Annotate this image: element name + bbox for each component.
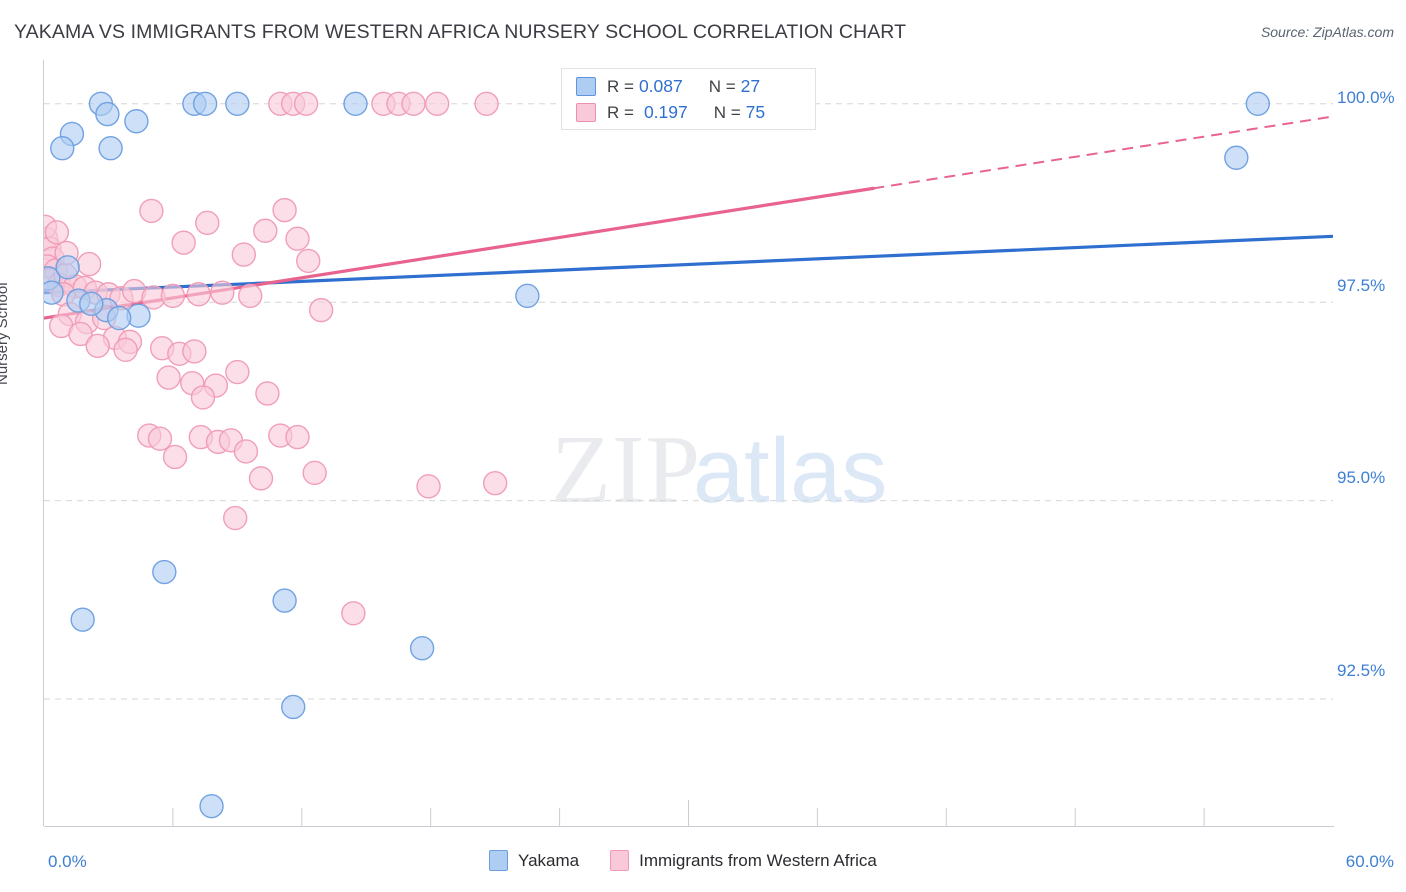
data-point[interactable] (416, 474, 441, 499)
data-point[interactable] (162, 444, 188, 470)
data-point[interactable] (225, 359, 250, 385)
data-point[interactable] (255, 381, 280, 406)
data-point[interactable] (302, 460, 327, 486)
data-point[interactable] (272, 588, 297, 613)
data-point[interactable] (199, 793, 224, 819)
data-point[interactable] (253, 218, 278, 243)
legend-label-immigrants: Immigrants from Western Africa (639, 850, 877, 870)
x-axis-min-label: 0.0% (48, 852, 87, 871)
data-point[interactable] (231, 242, 256, 267)
data-point[interactable] (285, 424, 310, 450)
data-point[interactable] (401, 91, 426, 116)
data-point[interactable] (285, 226, 310, 251)
y-axis-line (43, 60, 44, 826)
stats-n-label-immigrants: N = (713, 102, 741, 122)
page-title: YAKAMA VS IMMIGRANTS FROM WESTERN AFRICA… (14, 21, 907, 43)
data-point[interactable] (482, 470, 508, 496)
points-immigrants (44, 91, 813, 626)
scatter-svg (44, 91, 1333, 826)
correlation-stats-legend: R = 0.087 N = 27 R = 0.197 N = 75 (561, 68, 816, 130)
stats-r-label-immigrants: R = (607, 102, 634, 122)
data-point[interactable] (296, 248, 321, 274)
data-point[interactable] (79, 291, 104, 316)
data-point[interactable] (44, 280, 64, 305)
data-point[interactable] (85, 333, 110, 359)
stats-n-value-immigrants: 75 (745, 102, 766, 122)
data-point[interactable] (95, 101, 120, 127)
data-point[interactable] (55, 255, 80, 280)
stats-n-value-yakama: 27 (740, 76, 761, 96)
data-point[interactable] (233, 439, 259, 464)
data-point[interactable] (152, 559, 177, 585)
stats-n-label-yakama: N = (708, 76, 736, 96)
y-tick-label-95: 95.0% (1337, 468, 1386, 487)
data-point[interactable] (293, 91, 319, 116)
data-point[interactable] (409, 636, 435, 661)
data-point[interactable] (281, 694, 306, 720)
data-point[interactable] (68, 321, 93, 347)
data-point[interactable] (190, 385, 216, 410)
data-point[interactable] (160, 283, 186, 309)
stats-swatch-immigrants (576, 103, 596, 122)
data-point[interactable] (272, 197, 297, 223)
data-point[interactable] (98, 136, 123, 161)
legend-item-immigrants[interactable]: Immigrants from Western Africa (610, 850, 877, 871)
data-point[interactable] (1224, 145, 1249, 170)
trendline-1-dashed (873, 115, 1333, 190)
data-point[interactable] (147, 426, 173, 451)
data-point[interactable] (106, 305, 132, 331)
data-point[interactable] (474, 91, 499, 116)
y-tick-label-100: 100.0% (1337, 88, 1395, 107)
trendline-layer (44, 115, 1333, 320)
stats-r-label-yakama: R = (607, 76, 634, 96)
legend-swatch-yakama (489, 850, 508, 871)
y-tick-label-92-5: 92.5% (1337, 661, 1386, 680)
data-point[interactable] (343, 91, 368, 116)
data-point[interactable] (44, 220, 70, 245)
data-point[interactable] (195, 210, 220, 236)
data-point[interactable] (424, 91, 450, 116)
stats-row-yakama: R = 0.087 N = 27 (576, 76, 760, 97)
source-attribution: Source: ZipAtlas.com (1260, 24, 1394, 40)
data-point[interactable] (113, 337, 138, 363)
stats-r-value-immigrants: 0.197 (643, 102, 688, 122)
data-point[interactable] (308, 297, 334, 323)
data-point[interactable] (124, 109, 149, 134)
y-tick-label-97-5: 97.5% (1337, 276, 1386, 295)
series-legend: Yakama Immigrants from Western Africa (489, 850, 877, 871)
data-point[interactable] (225, 91, 250, 116)
data-point[interactable] (515, 283, 540, 309)
legend-item-yakama[interactable]: Yakama (489, 850, 579, 871)
data-point[interactable] (248, 466, 274, 491)
data-point[interactable] (171, 230, 196, 255)
data-point[interactable] (1245, 91, 1271, 116)
stats-swatch-yakama (576, 77, 596, 96)
data-point[interactable] (139, 198, 164, 224)
data-point[interactable] (238, 283, 263, 309)
data-point[interactable] (76, 251, 102, 277)
data-point[interactable] (222, 505, 248, 531)
data-point[interactable] (70, 607, 95, 632)
data-point[interactable] (192, 91, 218, 116)
stats-r-value-yakama: 0.087 (638, 76, 683, 96)
legend-label-yakama: Yakama (518, 850, 580, 870)
data-point[interactable] (341, 601, 366, 626)
legend-swatch-immigrants (610, 850, 630, 871)
plot-area (44, 76, 1333, 826)
y-axis-title: Nursery School (0, 282, 11, 385)
data-point[interactable] (182, 339, 207, 364)
data-point[interactable] (50, 136, 75, 161)
stats-row-immigrants: R = 0.197 N = 75 (576, 102, 765, 123)
x-axis-max-label: 60.0% (1345, 852, 1394, 871)
data-point[interactable] (210, 280, 235, 305)
x-axis-line (44, 826, 1334, 827)
points-yakama (44, 91, 1271, 819)
data-point[interactable] (156, 365, 181, 390)
data-point[interactable] (186, 282, 211, 307)
